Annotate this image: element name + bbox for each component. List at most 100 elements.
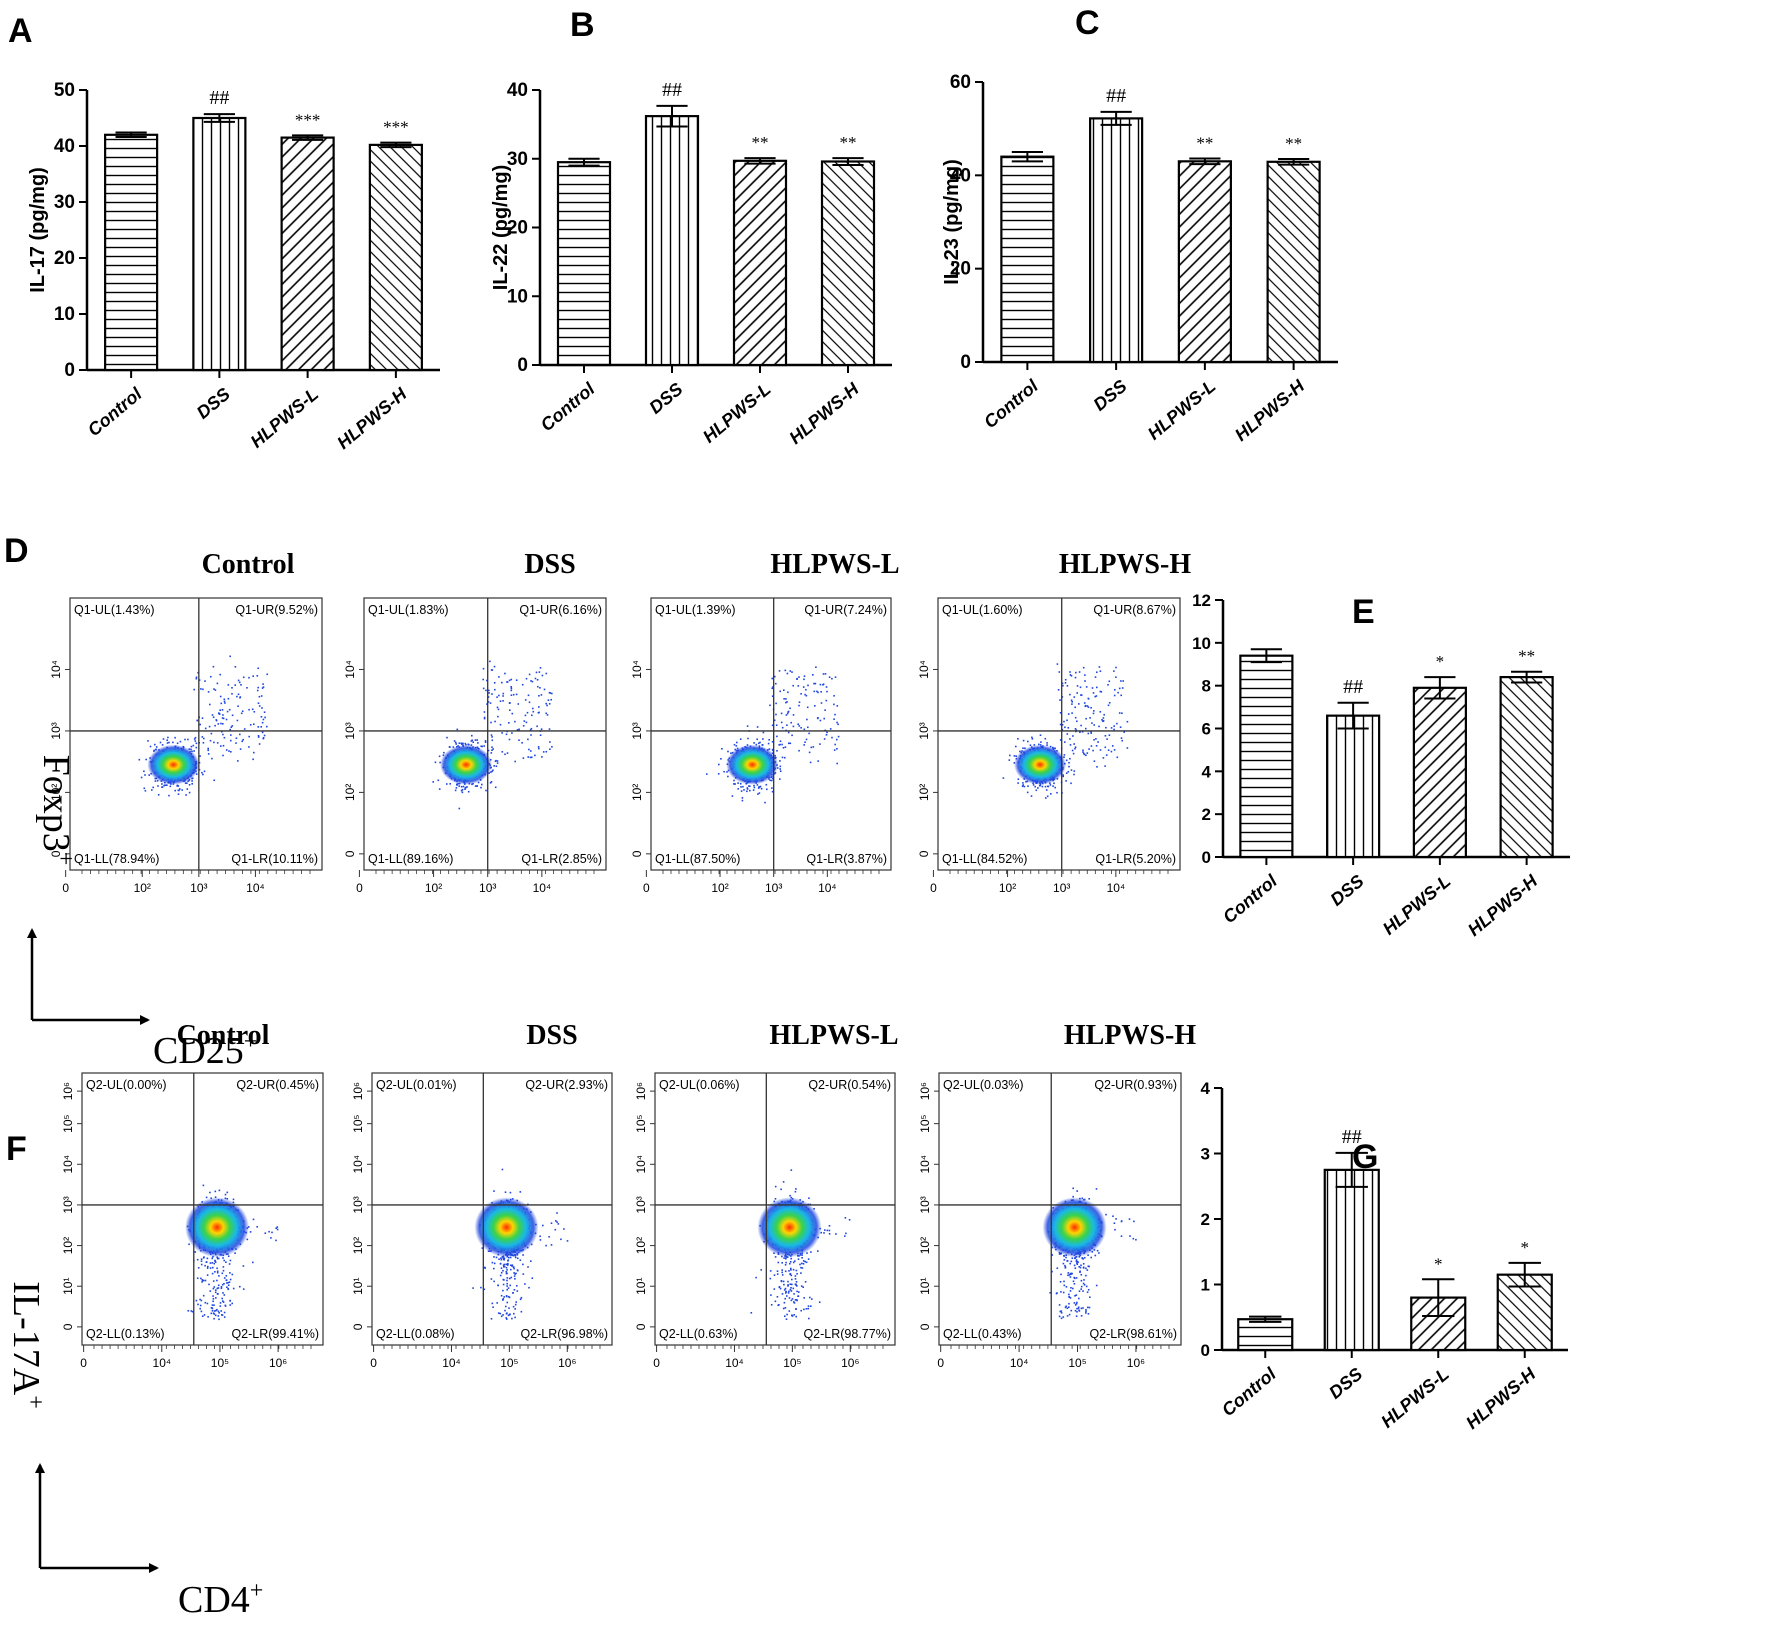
- event-dot: [789, 1273, 791, 1276]
- event-dot: [773, 1288, 776, 1290]
- event-dot: [490, 752, 493, 754]
- event-dot: [490, 1278, 493, 1280]
- event-dot: [509, 1191, 512, 1194]
- event-dot: [777, 1304, 779, 1307]
- event-dot: [793, 1293, 795, 1295]
- event-dot: [480, 1286, 482, 1289]
- event-dot: [1126, 720, 1129, 723]
- event-dot: [1024, 747, 1026, 749]
- event-dot: [229, 728, 231, 731]
- event-dot: [454, 741, 457, 744]
- x-tick-label: 10³: [190, 881, 207, 895]
- event-dot: [1029, 744, 1032, 746]
- event-dot: [825, 686, 828, 688]
- event-dot: [782, 1307, 785, 1310]
- event-dot: [488, 689, 490, 692]
- event-dot: [508, 1277, 511, 1280]
- event-dot: [258, 705, 261, 707]
- event-dot: [258, 695, 261, 698]
- event-dot: [202, 1279, 205, 1282]
- bar-dss: [1323, 1168, 1380, 1352]
- event-dot: [220, 1287, 223, 1290]
- significance-mark: **: [1518, 647, 1535, 666]
- y-tick-label: 10³: [351, 1196, 365, 1213]
- event-dot: [771, 741, 774, 743]
- event-dot: [530, 750, 532, 752]
- quadrant-ur-label: Q1-UR(9.52%): [235, 603, 318, 617]
- event-dot: [1059, 712, 1062, 714]
- event-dot: [771, 790, 774, 793]
- event-dot: [502, 1289, 504, 1292]
- event-dot: [1073, 696, 1076, 698]
- x-tick-label: DSS: [1089, 376, 1130, 415]
- event-dot: [446, 783, 448, 785]
- y-tick-label: 10⁶: [351, 1082, 365, 1100]
- y-tick-label: 10⁵: [351, 1114, 365, 1132]
- event-dot: [764, 801, 766, 804]
- y-tick-label: 10⁶: [634, 1082, 648, 1100]
- event-dot: [510, 687, 513, 690]
- quadrant-ll-label: Q2-LL(0.63%): [659, 1327, 738, 1341]
- event-dot: [522, 1273, 525, 1275]
- significance-mark: ##: [1106, 85, 1126, 107]
- event-dot: [487, 749, 490, 752]
- bar-hlpws-h: [368, 143, 423, 372]
- event-dot: [1115, 666, 1117, 669]
- event-dot: [508, 722, 510, 724]
- event-dot: [506, 1279, 508, 1282]
- event-dot: [214, 724, 216, 727]
- bar-control: [104, 133, 159, 372]
- event-dot: [143, 770, 145, 773]
- event-dot: [221, 1272, 224, 1275]
- event-dot: [528, 748, 530, 751]
- event-dot: [203, 770, 206, 773]
- event-dot: [789, 1288, 792, 1291]
- event-dot: [537, 746, 540, 748]
- event-dot: [1079, 731, 1081, 733]
- event-dot: [234, 1252, 236, 1254]
- event-dot: [205, 1261, 208, 1263]
- event-dot: [808, 732, 810, 735]
- event-dot: [197, 1267, 200, 1269]
- event-dot: [239, 696, 242, 698]
- event-dot: [206, 1257, 209, 1260]
- event-dot: [506, 1288, 508, 1291]
- event-dot: [510, 694, 513, 696]
- event-dot: [539, 687, 541, 689]
- x-tick-label: 10⁶: [558, 1356, 576, 1370]
- x-tick-label: Control: [980, 375, 1043, 432]
- event-dot: [185, 794, 187, 796]
- event-dot: [522, 1263, 524, 1266]
- event-dot: [516, 729, 519, 731]
- event-dot: [231, 725, 234, 727]
- event-dot: [731, 795, 734, 797]
- event-dot: [260, 726, 262, 728]
- event-dot: [157, 794, 160, 796]
- event-dot: [781, 1274, 784, 1276]
- event-dot: [1047, 785, 1049, 788]
- event-dot: [218, 1275, 220, 1277]
- event-dot: [503, 1265, 506, 1268]
- event-dot: [230, 734, 232, 736]
- event-dot: [779, 1287, 782, 1290]
- event-dot: [1097, 741, 1099, 743]
- event-dot: [542, 1224, 544, 1227]
- event-dot: [1079, 686, 1082, 689]
- event-dot: [502, 692, 505, 695]
- event-dot: [822, 673, 825, 675]
- event-dot: [776, 1273, 779, 1275]
- event-dot: [1098, 725, 1100, 728]
- event-dot: [1015, 745, 1017, 748]
- event-dot: [784, 669, 787, 672]
- event-dot: [769, 704, 771, 707]
- event-dot: [1095, 695, 1098, 697]
- event-dot: [771, 787, 773, 789]
- event-dot: [506, 1272, 508, 1275]
- event-dot: [529, 756, 532, 759]
- event-dot: [217, 1284, 220, 1287]
- event-dot: [800, 1272, 802, 1274]
- density-core: [440, 744, 493, 785]
- event-dot: [537, 685, 539, 688]
- event-dot: [266, 725, 268, 728]
- event-dot: [464, 786, 467, 789]
